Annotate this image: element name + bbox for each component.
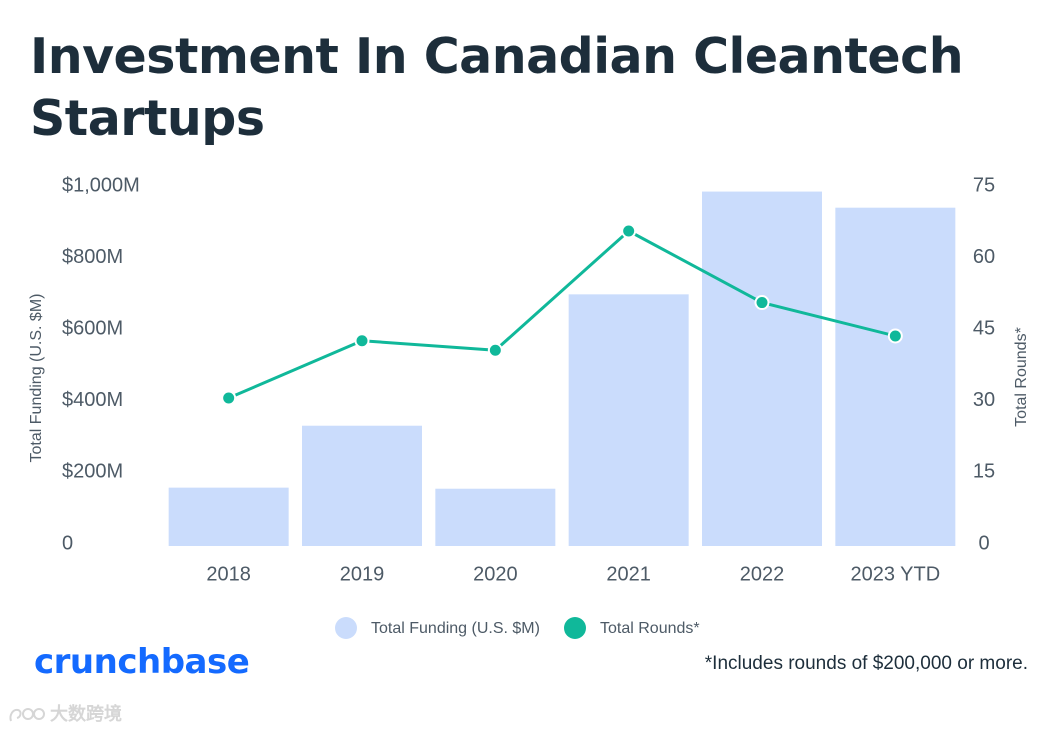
legend-rounds-swatch bbox=[564, 617, 586, 639]
bar-2021 bbox=[568, 294, 689, 546]
y2-tick-label: 60 bbox=[973, 246, 995, 268]
y2-axis-label: Total Rounds* bbox=[1013, 327, 1030, 427]
bars-layer bbox=[168, 191, 956, 546]
chart-title: Investment In Canadian Cleantech Startup… bbox=[30, 28, 964, 147]
footnote: *Includes rounds of $200,000 or more. bbox=[704, 653, 1028, 674]
x-tick-label: 2020 bbox=[473, 563, 518, 585]
legend-funding-label: Total Funding (U.S. $M) bbox=[371, 620, 540, 637]
bar-2020 bbox=[435, 488, 556, 546]
y-tick-label: 0 bbox=[62, 532, 73, 554]
x-tick-label: 2021 bbox=[606, 563, 651, 585]
legend-rounds-label: Total Rounds* bbox=[600, 620, 700, 637]
y-axis-label: Total Funding (U.S. $M) bbox=[28, 294, 45, 463]
y2-tick-label: 30 bbox=[973, 389, 995, 411]
y-tick-label: $400M bbox=[62, 389, 123, 411]
rounds-point-2022 bbox=[754, 295, 770, 311]
rounds-point-2020 bbox=[487, 342, 503, 358]
rounds-point-2023-ytd bbox=[887, 328, 903, 344]
bar-2018 bbox=[168, 487, 289, 546]
y-tick-label: $200M bbox=[62, 461, 123, 483]
total-rounds-line bbox=[228, 229, 896, 400]
rounds-point-2018 bbox=[221, 390, 237, 406]
labels-layer: Total Funding (U.S. $M) Total Rounds* bbox=[28, 294, 1030, 463]
bar-2023-ytd bbox=[835, 207, 956, 546]
ticks-layer: 0 $200M $400M $600M $800M $1,000M 0 15 30 45 60 75 2… bbox=[62, 174, 995, 585]
y-tick-label: $1,000M bbox=[62, 174, 140, 196]
x-tick-label: 2022 bbox=[740, 563, 785, 585]
watermark-logo-icon bbox=[9, 708, 45, 722]
x-tick-label: 2019 bbox=[340, 563, 385, 585]
bar-2022 bbox=[702, 191, 822, 546]
y2-tick-label: 15 bbox=[973, 461, 995, 483]
y2-tick-label: 45 bbox=[973, 317, 995, 339]
x-tick-label: 2023 YTD bbox=[850, 563, 940, 585]
rounds-point-2019 bbox=[354, 333, 370, 349]
watermark: 大数跨境 bbox=[8, 704, 122, 726]
rounds-point-2021 bbox=[621, 223, 637, 239]
line-layer bbox=[221, 223, 903, 406]
legend-funding-swatch bbox=[335, 617, 357, 639]
bar-2019 bbox=[302, 425, 422, 546]
y-tick-label: $800M bbox=[62, 246, 123, 268]
legend-layer: Total Funding (U.S. $M) Total Rounds* bbox=[335, 617, 700, 639]
x-tick-label: 2018 bbox=[206, 563, 251, 585]
y2-tick-label: 0 bbox=[978, 532, 989, 554]
watermark-text: 大数跨境 bbox=[50, 704, 122, 725]
crunchbase-logo: crunchbase bbox=[34, 642, 250, 682]
y2-tick-label: 75 bbox=[973, 174, 995, 196]
y-tick-label: $600M bbox=[62, 317, 123, 339]
